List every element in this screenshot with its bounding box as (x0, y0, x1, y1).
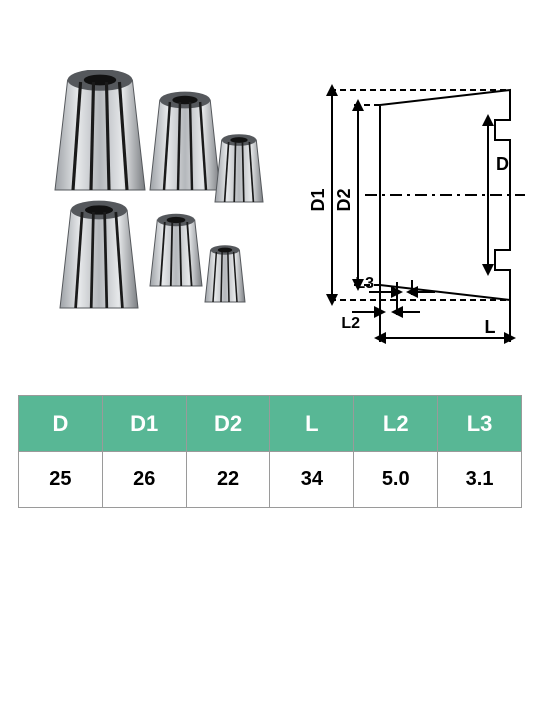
dimension-table: D D1 D2 L L2 L3 25 26 22 34 5.0 3.1 (18, 395, 522, 508)
technical-diagram: D1 D2 D L L2 L3 (270, 50, 530, 350)
label-l: L (485, 317, 496, 337)
cell-l3: 3.1 (438, 452, 522, 508)
cell-d: 25 (19, 452, 103, 508)
col-l3: L3 (438, 396, 522, 452)
col-d2: D2 (186, 396, 270, 452)
col-l2: L2 (354, 396, 438, 452)
table-row: 25 26 22 34 5.0 3.1 (19, 452, 522, 508)
label-d1: D1 (308, 188, 328, 211)
cell-l2: 5.0 (354, 452, 438, 508)
label-l2: L2 (341, 315, 360, 332)
cell-l: 34 (270, 452, 354, 508)
cell-d2: 22 (186, 452, 270, 508)
label-d2: D2 (334, 188, 354, 211)
table: D D1 D2 L L2 L3 25 26 22 34 5.0 3.1 (18, 395, 522, 508)
label-d: D (496, 154, 509, 174)
col-d: D (19, 396, 103, 452)
col-l: L (270, 396, 354, 452)
product-photo (20, 70, 270, 330)
collets-illustration (20, 70, 270, 330)
table-header-row: D D1 D2 L L2 L3 (19, 396, 522, 452)
col-d1: D1 (102, 396, 186, 452)
label-l3: L3 (355, 275, 374, 292)
top-section: D1 D2 D L L2 L3 (0, 0, 540, 370)
diagram-svg: D1 D2 D L L2 L3 (270, 50, 530, 350)
cell-d1: 26 (102, 452, 186, 508)
